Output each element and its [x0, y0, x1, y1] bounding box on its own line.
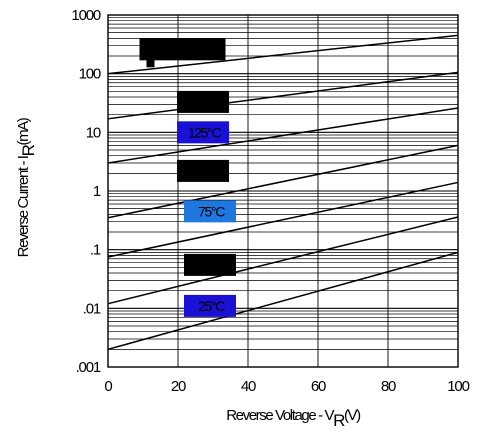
series-line-3: [107, 144, 459, 219]
x-axis-label-main: Reverse Voltage - V: [226, 407, 334, 424]
plot-frame: [107, 14, 459, 368]
series-line-1: [107, 71, 459, 120]
series-label-box-1: [177, 90, 229, 113]
x-tick-labels: 0 20 40 60 80 100: [104, 378, 470, 395]
y-tick-label: .1: [90, 242, 101, 259]
y-axis-label: Reverse Current - IR(mA): [15, 117, 38, 257]
x-tick-label: 40: [241, 378, 256, 395]
series-label-box-3: [177, 159, 229, 182]
series-label-6: 25°C: [198, 298, 225, 314]
series-label-box-0: [139, 38, 226, 61]
series-label-box-4: [184, 200, 236, 223]
series-lines: [107, 34, 459, 351]
series-label-box-6: [184, 294, 236, 317]
y-tick-label: .001: [76, 359, 101, 376]
x-tick-label: 100: [447, 378, 469, 395]
series-label-4: 75°C: [198, 203, 225, 219]
series-labels: 125°C 75°C 25°C: [139, 38, 236, 317]
y-tick-label: 1000: [71, 7, 100, 24]
y-axis-label-unit: (mA): [15, 117, 32, 145]
series-label-box-2: [177, 121, 229, 144]
y-tick-label: 10: [86, 124, 101, 141]
y-tick-label: 100: [79, 66, 101, 83]
y-tick-labels: 1000 100 10 1 .1 .01 .001: [71, 7, 102, 376]
x-tick-label: 0: [104, 378, 112, 395]
y-tick-label: 1: [93, 183, 101, 200]
x-axis-label: Reverse Voltage - VR(V): [226, 407, 361, 430]
series-label-box-5: [184, 253, 236, 276]
series-label-tab-0: [146, 59, 155, 68]
series-line-2: [107, 107, 459, 164]
x-tick-label: 20: [171, 378, 186, 395]
grid: [107, 15, 459, 368]
x-axis-label-unit: (V): [344, 407, 361, 424]
x-tick-label: 80: [381, 378, 396, 395]
series-line-6: [107, 251, 459, 351]
y-axis-label-main: Reverse Current - I: [15, 156, 32, 257]
x-axis-label-sub: R: [333, 411, 345, 430]
series-line-0: [107, 34, 459, 75]
x-tick-label: 60: [311, 378, 326, 395]
series-label-2: 125°C: [188, 124, 222, 140]
series-line-5: [107, 216, 459, 305]
series-line-4: [107, 181, 459, 258]
y-tick-label: .01: [83, 300, 101, 317]
y-axis-label-sub: R: [19, 144, 38, 156]
